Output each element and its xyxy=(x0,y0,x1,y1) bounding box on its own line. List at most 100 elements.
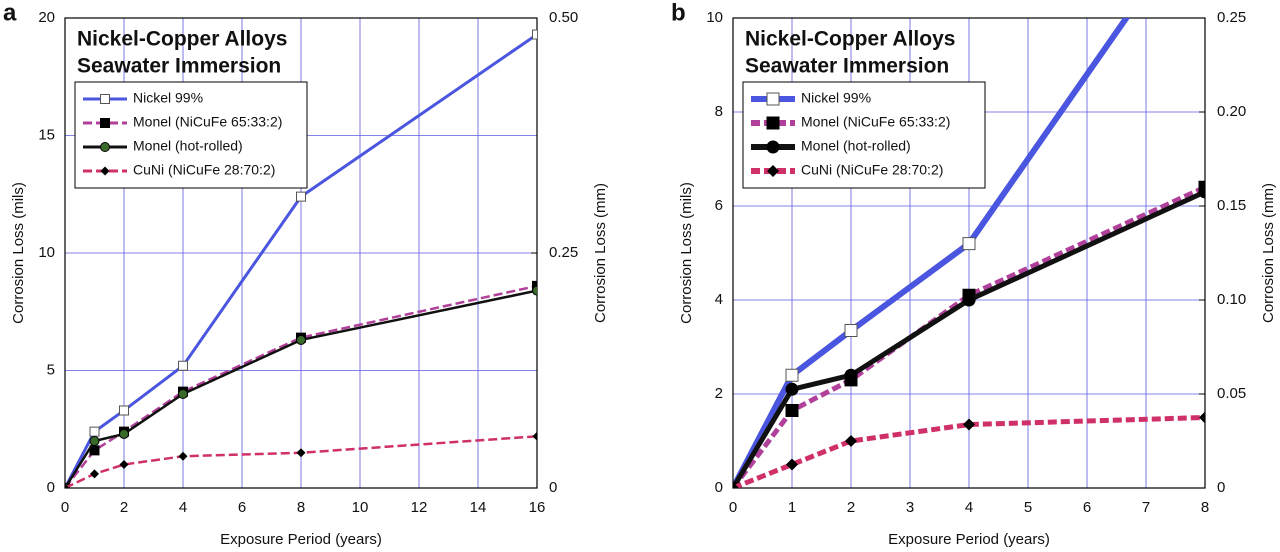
legend-label: Monel (hot-rolled) xyxy=(801,138,911,154)
y-tick-label: 0 xyxy=(47,479,55,496)
series-area xyxy=(733,18,1205,488)
y2-axis-label: Corrosion Loss (mm) xyxy=(1260,183,1277,323)
legend-label: CuNi (NiCuFe 28:70:2) xyxy=(801,162,943,178)
x-tick-label: 2 xyxy=(847,499,855,516)
legend-label: Monel (NiCuFe 65:33:2) xyxy=(133,114,282,130)
y-tick-label: 10 xyxy=(706,9,723,26)
plot-frame xyxy=(64,17,538,489)
panel-label: a xyxy=(3,0,17,26)
series-area xyxy=(65,29,537,488)
marker xyxy=(962,237,976,251)
marker xyxy=(1198,185,1205,199)
y2-tick-label: 0.05 xyxy=(1217,385,1246,402)
marker xyxy=(844,324,858,338)
series-line xyxy=(65,435,537,488)
chart-title: Seawater Immersion xyxy=(745,55,949,78)
marker xyxy=(785,403,799,417)
marker xyxy=(532,431,537,441)
marker xyxy=(845,435,857,447)
marker xyxy=(100,142,110,152)
y-tick-label: 0 xyxy=(715,479,723,496)
marker xyxy=(786,458,798,471)
panel-label: b xyxy=(671,0,686,26)
marker xyxy=(963,418,975,431)
x-axis-label: Exposure Period (years) xyxy=(220,531,382,548)
marker xyxy=(532,285,537,296)
marker xyxy=(532,29,537,40)
marker xyxy=(178,360,188,371)
y-tick-label: 8 xyxy=(715,103,723,120)
chart-title: Seawater Immersion xyxy=(77,55,281,78)
x-axis-label: Exposure Period (years) xyxy=(888,531,1050,548)
y2-tick-label: 0.50 xyxy=(549,9,578,26)
x-tick-label: 0 xyxy=(729,499,737,516)
legend-label: Nickel 99% xyxy=(133,90,203,106)
series-line xyxy=(65,289,537,488)
y-tick-label: 10 xyxy=(38,244,55,261)
marker xyxy=(1199,411,1205,424)
y2-axis-label: Corrosion Loss (mm) xyxy=(592,183,609,323)
plot-frame xyxy=(732,17,1206,489)
x-tick-label: 2 xyxy=(120,499,128,516)
chart: 0 1 2 3 4 5 6 7 8024681000.050.100.150.200.25Exp… xyxy=(671,0,1277,548)
x-tick-label: 5 xyxy=(1024,499,1032,516)
chart-title: Nickel-Copper Alloys xyxy=(77,28,287,51)
marker xyxy=(100,118,110,128)
marker xyxy=(766,140,780,154)
x-tick-label: 8 xyxy=(1201,499,1209,516)
marker xyxy=(844,368,858,382)
marker xyxy=(100,166,110,176)
marker xyxy=(767,165,779,177)
x-tick-label: 10 xyxy=(352,499,369,516)
y-axis-label: Corrosion Loss (mils) xyxy=(10,182,27,324)
marker xyxy=(733,482,739,488)
y-tick-label: 5 xyxy=(47,361,55,378)
marker xyxy=(119,405,129,416)
y2-tick-label: 0 xyxy=(549,479,557,496)
marker xyxy=(89,426,100,437)
legend-label: CuNi (NiCuFe 28:70:2) xyxy=(133,162,275,178)
x-tick-label: 7 xyxy=(1142,499,1150,516)
marker xyxy=(296,191,306,202)
x-tick-label: 16 xyxy=(529,499,546,516)
marker xyxy=(100,94,110,104)
marker xyxy=(785,382,799,396)
marker xyxy=(962,293,976,307)
y2-tick-label: 0.20 xyxy=(1217,103,1246,120)
x-tick-label: 0 xyxy=(61,499,69,516)
marker xyxy=(178,451,188,461)
x-tick-label: 12 xyxy=(411,499,428,516)
x-tick-label: 3 xyxy=(906,499,914,516)
x-tick-label: 4 xyxy=(179,499,187,516)
marker xyxy=(785,368,799,382)
marker xyxy=(296,334,306,345)
legend-label: Nickel 99% xyxy=(801,90,871,106)
y2-tick-label: 0.25 xyxy=(1217,9,1246,26)
marker xyxy=(119,428,129,439)
y-tick-label: 15 xyxy=(38,126,55,143)
y-tick-label: 20 xyxy=(38,9,55,26)
marker xyxy=(65,483,70,488)
marker xyxy=(90,469,99,479)
legend-label: Monel (NiCuFe 65:33:2) xyxy=(801,114,950,130)
legend-label: Monel (hot-rolled) xyxy=(133,138,243,154)
x-tick-label: 1 xyxy=(788,499,796,516)
y-tick-label: 2 xyxy=(715,385,723,402)
marker xyxy=(89,445,100,456)
x-tick-label: 6 xyxy=(238,499,246,516)
chart-title: Nickel-Copper Alloys xyxy=(745,28,955,51)
y2-tick-label: 0 xyxy=(1217,479,1225,496)
x-tick-label: 6 xyxy=(1083,499,1091,516)
marker xyxy=(89,436,100,446)
marker xyxy=(296,448,306,458)
y2-tick-label: 0.15 xyxy=(1217,197,1246,214)
y-tick-label: 4 xyxy=(715,291,723,308)
y-tick-label: 6 xyxy=(715,197,723,214)
y2-tick-label: 0.25 xyxy=(549,244,578,261)
y2-tick-label: 0.10 xyxy=(1217,291,1246,308)
x-tick-label: 14 xyxy=(470,499,487,516)
x-tick-label: 4 xyxy=(965,499,973,516)
marker xyxy=(766,116,780,130)
